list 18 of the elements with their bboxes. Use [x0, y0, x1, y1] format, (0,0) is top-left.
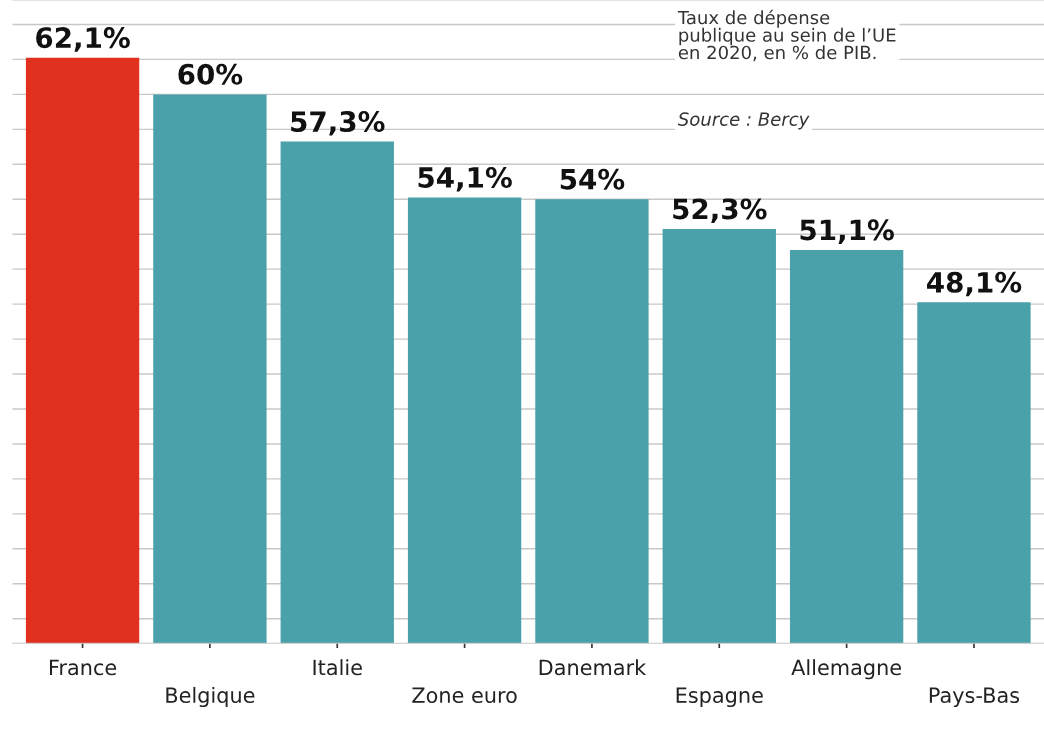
x-tick-label: France — [49, 659, 117, 676]
data-label: 57,3% — [291, 111, 385, 136]
data-label: 54,1% — [418, 166, 512, 192]
x-tick-label: Italie — [313, 659, 362, 676]
x-tick-label: Pays-Bas — [929, 687, 1020, 708]
data-label: 52,3% — [673, 198, 767, 223]
data-label: 54% — [560, 168, 625, 190]
annotation: Taux de dépense publique au sein de l’UE en 2020, en % de PIB. — [677, 9, 896, 62]
x-tick-label: Allemagne — [791, 659, 901, 680]
x-tick-label: Belgique — [166, 686, 255, 708]
x-tick-label: Espagne — [676, 687, 763, 708]
x-tick-label: Danemark — [539, 659, 647, 676]
data-label: 60% — [178, 63, 243, 85]
annotation: Source : Bercy — [677, 112, 810, 130]
x-tick-label: Zone euro — [412, 687, 517, 704]
data-label: 62,1% — [36, 27, 130, 52]
data-label: 48,1% — [927, 271, 1022, 297]
data-label: 51,1% — [800, 219, 894, 244]
